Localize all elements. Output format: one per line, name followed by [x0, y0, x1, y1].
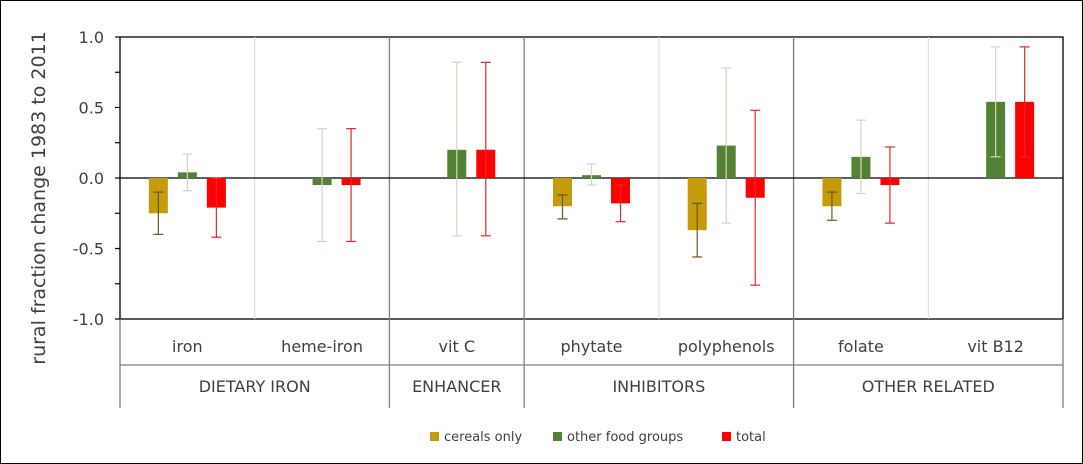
y-tick-label: -0.5 [73, 240, 104, 259]
y-tick-label: 0.5 [79, 99, 104, 118]
category-label: iron [172, 337, 203, 356]
bar-cereals-only [553, 178, 572, 207]
group-label: INHIBITORS [612, 377, 705, 396]
legend-label: total [736, 430, 766, 445]
category-label: heme-iron [281, 337, 363, 356]
y-tick-label: -1.0 [73, 310, 104, 329]
group-label: ENHANCER [412, 377, 501, 396]
category-label: folate [838, 337, 884, 356]
legend-label: cereals only [444, 430, 522, 445]
group-label: DIETARY IRON [199, 377, 311, 396]
y-axis-label: rural fraction change 1983 to 2011 [28, 31, 50, 364]
group-label: OTHER RELATED [862, 377, 995, 396]
legend-swatch [722, 432, 731, 441]
legend-swatch [553, 432, 562, 441]
category-label: vit B12 [967, 337, 1024, 356]
y-tick-label: 1.0 [79, 28, 104, 47]
category-label: vit C [439, 337, 475, 356]
category-label: phytate [561, 337, 623, 356]
legend-swatch [430, 432, 439, 441]
category-label: polyphenols [678, 337, 775, 356]
legend-label: other food groups [567, 430, 683, 445]
y-tick-label: 0.0 [79, 169, 104, 188]
